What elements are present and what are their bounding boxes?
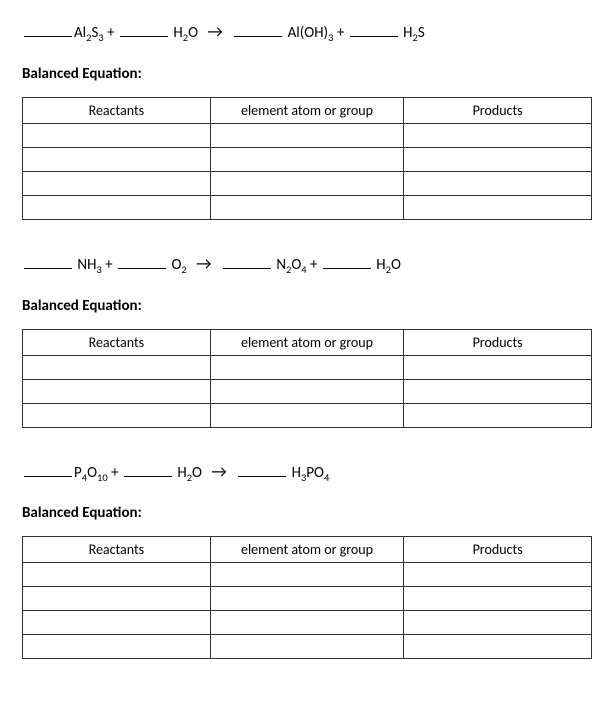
table-row [23, 379, 592, 403]
cell[interactable] [210, 379, 403, 403]
cell[interactable] [210, 123, 403, 147]
cell[interactable] [210, 355, 403, 379]
coefficient-blank[interactable] [350, 22, 398, 37]
cell[interactable] [210, 147, 403, 171]
coefficient-blank[interactable] [323, 254, 371, 269]
formula-text: O2 [171, 256, 186, 274]
equation-line-2: NH3 + O2 → N2O4 + H2O [22, 250, 592, 279]
cell[interactable] [23, 355, 211, 379]
header-element: element atom or group [210, 537, 403, 563]
cell[interactable] [23, 563, 211, 587]
coefficient-blank[interactable] [120, 22, 168, 37]
cell[interactable] [23, 147, 211, 171]
table-row [23, 403, 592, 427]
cell[interactable] [23, 611, 211, 635]
header-products: Products [404, 97, 592, 123]
table-row [23, 611, 592, 635]
table-row [23, 123, 592, 147]
cell[interactable] [404, 379, 592, 403]
cell[interactable] [23, 403, 211, 427]
header-element: element atom or group [210, 329, 403, 355]
header-reactants: Reactants [23, 537, 211, 563]
coefficient-blank[interactable] [118, 254, 166, 269]
cell[interactable] [23, 635, 211, 659]
balance-table-2: Reactants element atom or group Products [22, 329, 592, 428]
formula-text: H2S [403, 24, 425, 42]
coefficient-blank[interactable] [24, 462, 72, 477]
cell[interactable] [210, 611, 403, 635]
arrow-icon: → [207, 21, 222, 42]
arrow-icon: → [211, 461, 226, 482]
formula-text: N2O4 + [276, 256, 317, 274]
header-products: Products [404, 537, 592, 563]
cell[interactable] [210, 563, 403, 587]
formula-text: Al2S3 + [74, 24, 115, 42]
coefficient-blank[interactable] [234, 22, 282, 37]
table-row [23, 587, 592, 611]
cell[interactable] [404, 563, 592, 587]
cell[interactable] [404, 611, 592, 635]
table-row [23, 635, 592, 659]
coefficient-blank[interactable] [24, 254, 72, 269]
balanced-equation-label: Balanced Equation: [22, 504, 592, 522]
cell[interactable] [210, 171, 403, 195]
header-element: element atom or group [210, 97, 403, 123]
formula-text: H2O [376, 256, 401, 274]
cell[interactable] [210, 587, 403, 611]
coefficient-blank[interactable] [24, 22, 72, 37]
formula-text: Al(OH)3 + [288, 24, 345, 42]
cell[interactable] [210, 635, 403, 659]
cell[interactable] [23, 195, 211, 219]
cell[interactable] [404, 123, 592, 147]
cell[interactable] [404, 587, 592, 611]
cell[interactable] [23, 123, 211, 147]
problem-2: NH3 + O2 → N2O4 + H2O Balanced Equation:… [22, 250, 592, 428]
cell[interactable] [404, 355, 592, 379]
formula-text: H2O [173, 24, 198, 42]
formula-text: NH3 + [77, 256, 112, 274]
coefficient-blank[interactable] [124, 462, 172, 477]
table-header-row: Reactants element atom or group Products [23, 97, 592, 123]
cell[interactable] [404, 147, 592, 171]
header-products: Products [404, 329, 592, 355]
header-reactants: Reactants [23, 97, 211, 123]
equation-line-3: P4O10 + H2O → H3PO4 [22, 458, 592, 487]
cell[interactable] [210, 403, 403, 427]
cell[interactable] [23, 171, 211, 195]
table-row [23, 171, 592, 195]
formula-text: H3PO4 [292, 464, 330, 482]
problem-3: P4O10 + H2O → H3PO4 Balanced Equation: R… [22, 458, 592, 660]
equation-line-1: Al2S3 + H2O → Al(OH)3 + H2S [22, 18, 592, 47]
table-header-row: Reactants element atom or group Products [23, 329, 592, 355]
cell[interactable] [404, 635, 592, 659]
cell[interactable] [23, 379, 211, 403]
table-row [23, 563, 592, 587]
balanced-equation-label: Balanced Equation: [22, 65, 592, 83]
cell[interactable] [23, 587, 211, 611]
table-row [23, 355, 592, 379]
cell[interactable] [404, 403, 592, 427]
coefficient-blank[interactable] [238, 462, 286, 477]
cell[interactable] [404, 195, 592, 219]
balance-table-1: Reactants element atom or group Products [22, 97, 592, 220]
formula-text: P4O10 + [74, 464, 119, 482]
problem-1: Al2S3 + H2O → Al(OH)3 + H2S Balanced Equ… [22, 18, 592, 220]
table-header-row: Reactants element atom or group Products [23, 537, 592, 563]
table-row [23, 147, 592, 171]
coefficient-blank[interactable] [223, 254, 271, 269]
balanced-equation-label: Balanced Equation: [22, 297, 592, 315]
arrow-icon: → [196, 253, 211, 274]
cell[interactable] [210, 195, 403, 219]
formula-text: H2O [177, 464, 202, 482]
table-row [23, 195, 592, 219]
balance-table-3: Reactants element atom or group Products [22, 536, 592, 659]
cell[interactable] [404, 171, 592, 195]
header-reactants: Reactants [23, 329, 211, 355]
